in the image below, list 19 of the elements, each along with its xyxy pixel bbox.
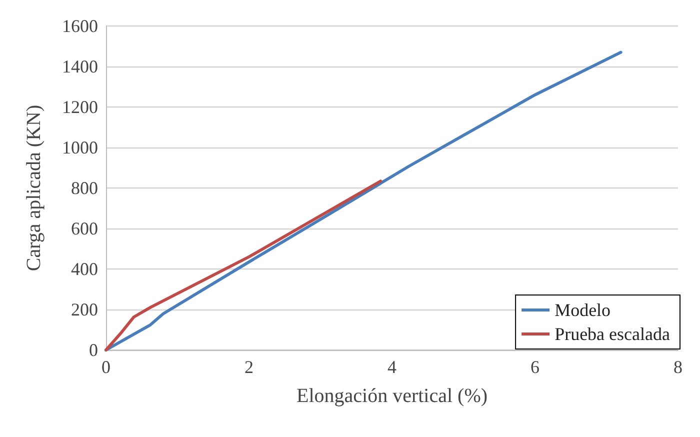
y-tick-label: 1600 [62, 16, 98, 36]
x-tick-label: 4 [388, 357, 396, 377]
y-tick-label: 0 [89, 340, 98, 360]
y-tick-label: 800 [71, 178, 98, 198]
y-tick-label: 600 [71, 218, 98, 238]
legend-label: Prueba escalada [554, 324, 670, 344]
y-tick-label: 200 [71, 300, 98, 320]
y-tick-label: 1400 [62, 56, 98, 76]
legend-label: Modelo [554, 300, 611, 320]
x-axis-title: Elongación vertical (%) [296, 385, 488, 407]
y-tick-label: 1000 [62, 138, 98, 158]
y-tick-label: 400 [71, 259, 98, 279]
x-tick-label: 6 [530, 357, 540, 377]
y-axis-title: Carga aplicada (KN) [23, 104, 45, 272]
y-tick-label: 1200 [62, 97, 98, 117]
x-tick-label: 2 [244, 357, 254, 377]
x-tick-label: 0 [102, 357, 110, 377]
x-tick-label: 8 [674, 357, 682, 377]
line-series [104, 180, 382, 352]
